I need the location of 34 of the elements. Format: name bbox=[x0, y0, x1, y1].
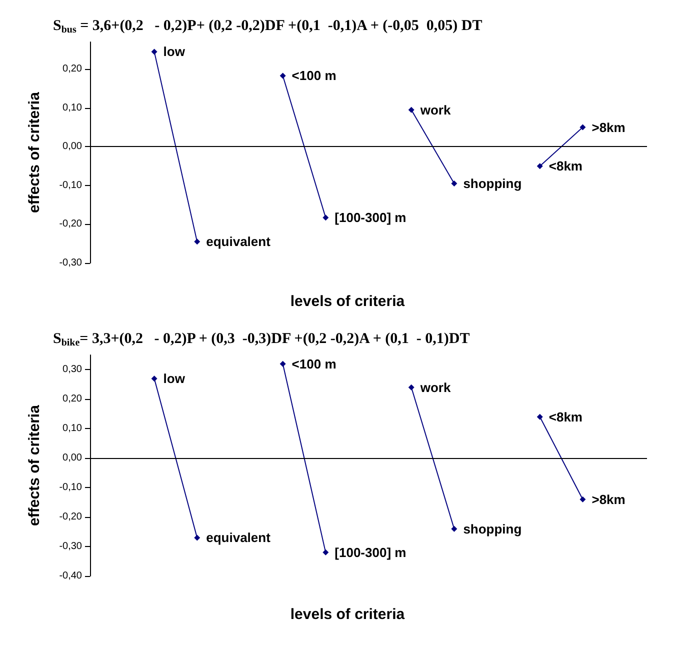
y-tick-label: 0,20 bbox=[62, 64, 82, 75]
data-label: shopping bbox=[463, 176, 522, 192]
y-axis-title: effects of criteria bbox=[26, 404, 43, 526]
data-label: work bbox=[419, 380, 452, 395]
data-label: [100-300] m bbox=[334, 544, 406, 560]
data-label: <8km bbox=[548, 158, 583, 174]
data-label: work bbox=[419, 102, 452, 118]
data-label: >8km bbox=[592, 120, 626, 135]
y-tick-label: 0,10 bbox=[62, 102, 82, 114]
data-label: <8km bbox=[548, 409, 583, 424]
data-label: <100 m bbox=[292, 356, 336, 372]
y-tick-label: -0,10 bbox=[59, 180, 82, 191]
y-tick-label: -0,20 bbox=[59, 512, 82, 523]
y-tick-label: -0,30 bbox=[59, 541, 82, 552]
y-tick-label: 0,20 bbox=[62, 394, 82, 405]
data-label: equivalent bbox=[206, 234, 272, 250]
data-label: [100-300] m bbox=[334, 210, 406, 226]
y-tick-label: 0,00 bbox=[62, 141, 82, 152]
data-label: low bbox=[163, 371, 186, 386]
x-axis-title: levels of criteria bbox=[290, 293, 406, 310]
y-tick-label: 0,30 bbox=[62, 364, 82, 376]
x-axis-title: levels of criteria bbox=[290, 606, 406, 623]
data-label: low bbox=[163, 44, 186, 60]
y-tick-label: -0,20 bbox=[59, 218, 82, 230]
data-label: equivalent bbox=[206, 530, 272, 546]
data-label: <100 m bbox=[292, 68, 336, 84]
data-label: >8km bbox=[592, 492, 626, 507]
y-axis-title: effects of criteria bbox=[26, 91, 43, 213]
y-tick-label: 0,00 bbox=[62, 452, 82, 464]
data-label: shopping bbox=[463, 521, 522, 536]
y-tick-label: -0,10 bbox=[59, 482, 82, 494]
y-tick-label: -0,40 bbox=[59, 570, 82, 582]
y-tick-label: 0,10 bbox=[62, 423, 82, 434]
y-tick-label: -0,30 bbox=[59, 258, 82, 268]
